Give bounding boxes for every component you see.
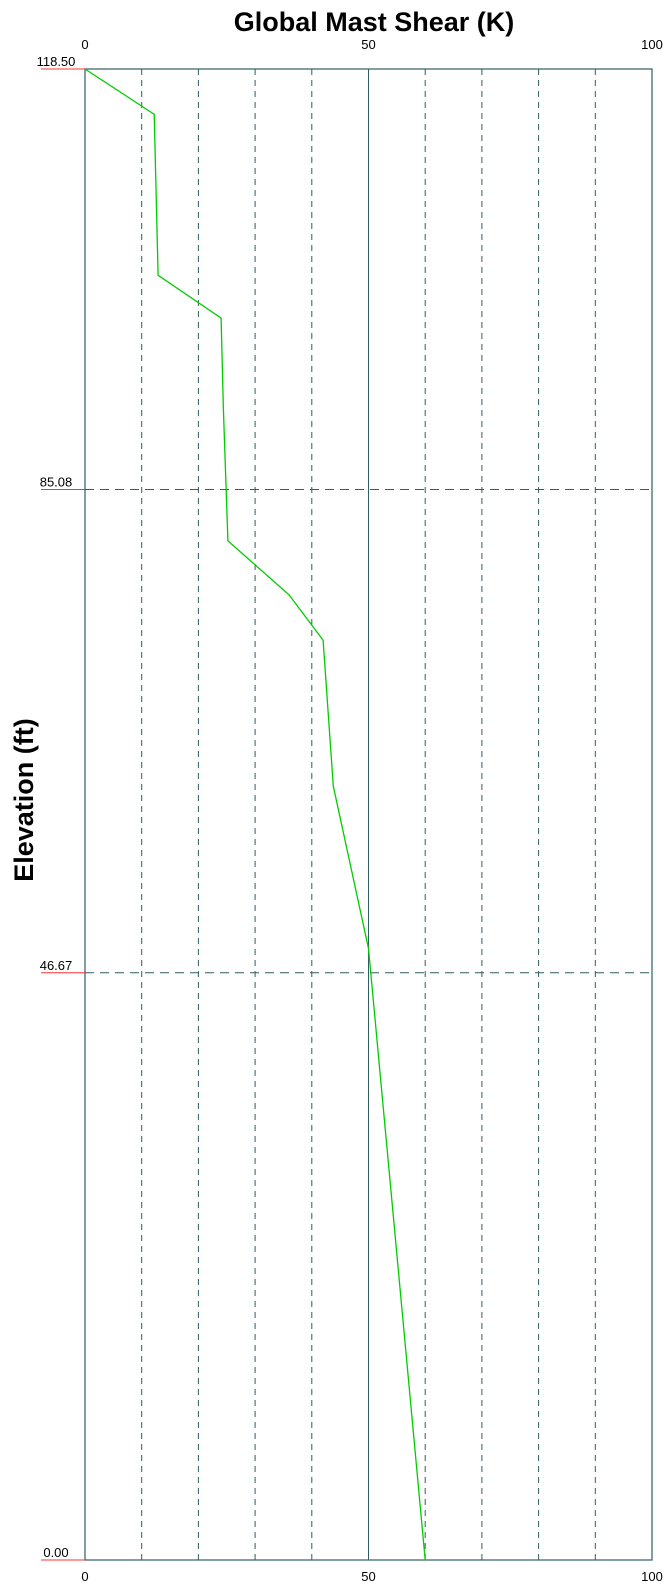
shear-point	[322, 639, 324, 641]
shear-point	[157, 274, 159, 276]
tick-labels: 0 0 50 50 100 100 0.00 46.67 85.08 118.50	[37, 37, 663, 1584]
shear-point	[227, 540, 229, 542]
shear-point	[367, 947, 370, 950]
grid-layer	[85, 69, 652, 1560]
plot-frame	[84, 68, 653, 1561]
chart-title: Global Mast Shear (K)	[234, 7, 515, 37]
x-tick-label-bottom: 100	[641, 1569, 663, 1583]
x-tick-label-top: 50	[361, 37, 375, 52]
shear-point	[153, 113, 155, 115]
y-tick-label: 0.00	[43, 1545, 68, 1560]
x-tick-label-top: 0	[81, 37, 88, 52]
y-tick-label: 46.67	[40, 958, 73, 973]
shear-point	[288, 594, 290, 596]
x-tick-label-bottom: 0	[81, 1569, 88, 1583]
y-tick-label: 85.08	[40, 474, 73, 489]
shear-point	[332, 785, 334, 787]
x-tick-label-top: 100	[641, 37, 663, 52]
y-axis-label: Elevation (ft)	[9, 718, 39, 882]
shear-point	[424, 1559, 426, 1561]
plot-border	[84, 68, 653, 1561]
shear-point	[220, 317, 222, 319]
y-tick-label: 118.50	[37, 54, 76, 69]
shear-point	[222, 405, 224, 407]
x-tick-label-bottom: 50	[361, 1569, 375, 1583]
